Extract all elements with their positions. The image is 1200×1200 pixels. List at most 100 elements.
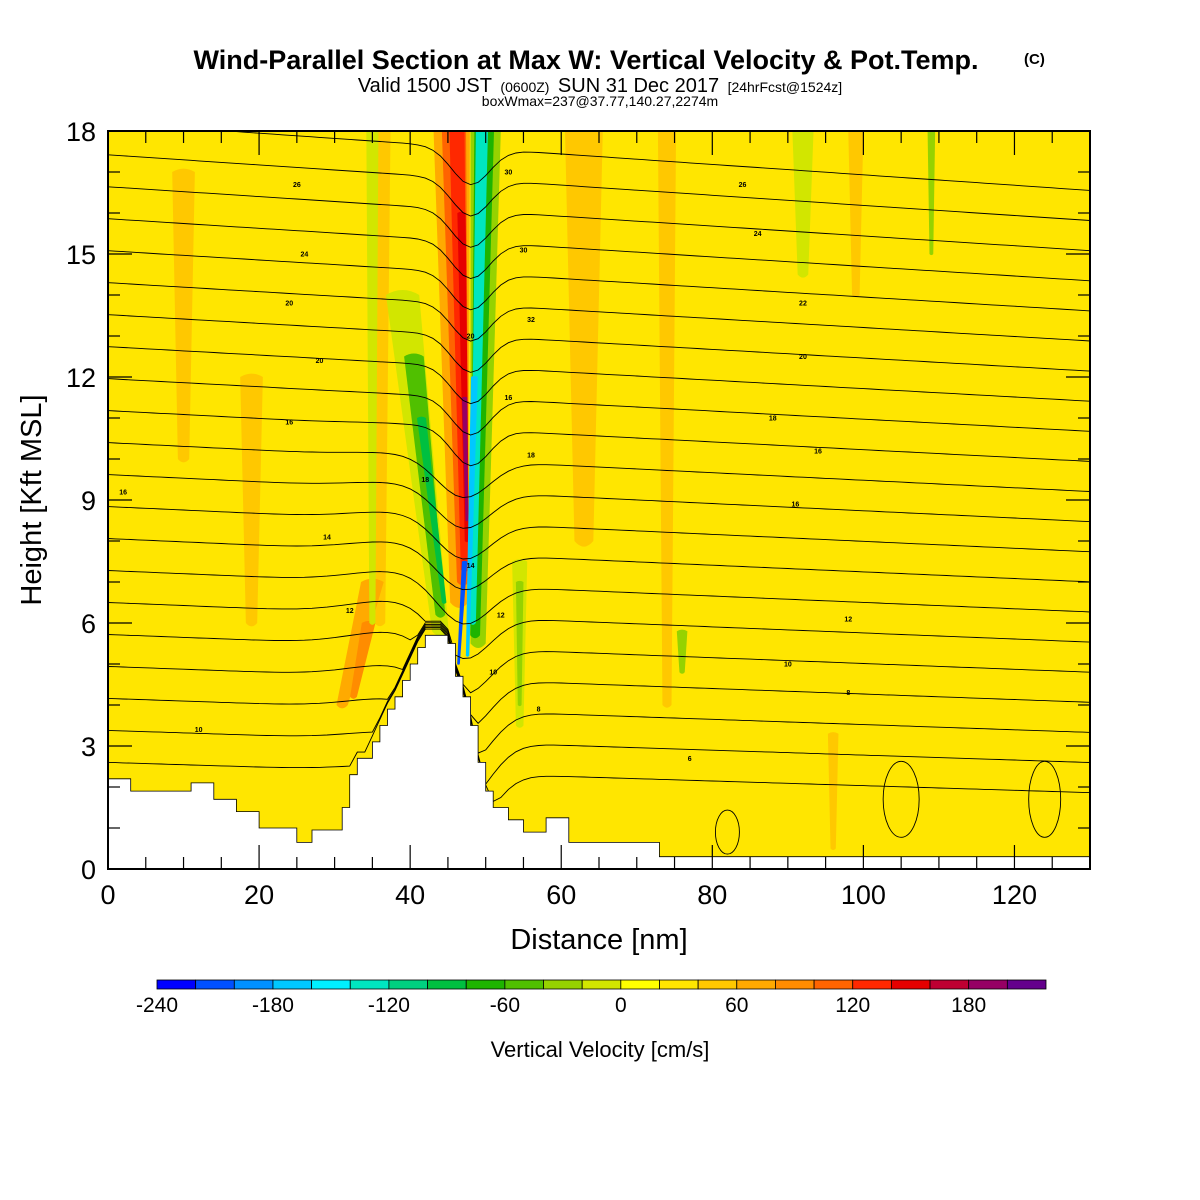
colorbar xyxy=(156,979,1047,990)
colorbar-swatch xyxy=(890,979,931,990)
theta-loop-1 xyxy=(1028,760,1062,838)
theta-label: 18 xyxy=(421,477,429,484)
theta-label: 10 xyxy=(784,662,792,669)
colorbar-tick-label: -180 xyxy=(252,994,294,1017)
updraft-peak xyxy=(461,396,469,522)
colorbar-tick-labels: -240 -180 -120 -60 0 60 120 180 xyxy=(136,994,986,1017)
colorbar-swatch xyxy=(272,979,313,990)
theta-label: 16 xyxy=(285,420,293,427)
plot-area: 26 24 20 20 16 16 14 12 10 26 24 22 20 18 16 16 12 10 8 30 3… xyxy=(108,131,1090,869)
theta-contour-13 xyxy=(108,346,1090,405)
updraft-band-19 xyxy=(240,373,263,627)
x-tick-label: 100 xyxy=(841,880,886,910)
colorbar-swatch xyxy=(543,979,583,990)
x-tick-labels: 0 20 40 60 80 100 120 xyxy=(100,880,1037,910)
box-wmax-info: boxWmax=237@37.77,140.27,2274m xyxy=(482,93,718,109)
colorbar-swatch xyxy=(736,979,776,990)
theta-contour-15 xyxy=(108,282,1090,342)
colorbar-swatch xyxy=(156,979,197,990)
theta-contour-16 xyxy=(108,250,1090,312)
updraft-band-10 xyxy=(172,168,195,463)
y-tick-label: 0 xyxy=(81,855,96,885)
x-tick-label: 60 xyxy=(546,880,576,910)
colorbar-swatch xyxy=(775,979,815,990)
colorbar-tick-label: 180 xyxy=(951,994,986,1017)
theta-label: 14 xyxy=(323,534,331,541)
theta-contour-3 xyxy=(108,623,1090,724)
copyright-mark: (C) xyxy=(1024,51,1045,68)
theta-contour-7 xyxy=(108,538,1090,591)
colorbar-swatch xyxy=(504,979,544,990)
lee-updraft-core xyxy=(350,620,376,699)
theta-contour-19 xyxy=(108,154,1090,221)
theta-contour-20 xyxy=(220,131,1090,191)
x-tick-label: 0 xyxy=(100,880,115,910)
chart-title: Wind-Parallel Section at Max W: Vertical… xyxy=(194,45,979,75)
theta-label: 16 xyxy=(792,502,800,509)
theta-label: 16 xyxy=(814,448,822,455)
x-tick-label: 120 xyxy=(992,880,1037,910)
x-tick-label: 80 xyxy=(697,880,727,910)
downdraft-inner xyxy=(469,131,488,625)
colorbar-tick-label: 60 xyxy=(725,994,748,1017)
theta-contour-11 xyxy=(108,410,1090,467)
theta-loop-0 xyxy=(882,760,920,838)
y-tick-label: 9 xyxy=(81,486,96,516)
theta-label: 12 xyxy=(844,616,852,623)
updraft-band-96 xyxy=(827,732,839,851)
theta-contour-4 xyxy=(108,622,1090,694)
valid-time: Valid 1500 JST (0600Z) SUN 31 Dec 2017 [… xyxy=(358,75,842,97)
theta-contours xyxy=(108,131,1090,855)
y-tick-label: 15 xyxy=(66,240,96,270)
x-tick-label: 40 xyxy=(395,880,425,910)
theta-label: 18 xyxy=(527,452,535,459)
theta-label: 16 xyxy=(119,489,127,496)
theta-contour-2 xyxy=(108,625,1090,754)
theta-label: 18 xyxy=(769,416,777,423)
theta-contour-17 xyxy=(108,218,1090,282)
theta-contour-5 xyxy=(108,600,1090,659)
theta-label: 20 xyxy=(799,354,807,361)
theta-label: 30 xyxy=(504,170,512,177)
lee-downdraft-core xyxy=(515,580,524,707)
y-axis-label: Height [Kft MSL] xyxy=(16,394,48,605)
theta-label: 10 xyxy=(489,670,497,677)
theta-label: 20 xyxy=(467,334,475,341)
downdraft-peak xyxy=(457,560,468,665)
theta-label: 32 xyxy=(527,317,535,324)
colorbar-swatch xyxy=(852,979,892,990)
terrain xyxy=(108,634,1090,869)
colorbar-swatch xyxy=(929,979,970,990)
theta-label: 12 xyxy=(346,608,354,615)
y-tick-labels: 0 3 6 9 12 15 18 xyxy=(66,117,96,885)
axis-ticks xyxy=(107,130,1091,870)
theta-label: 12 xyxy=(497,612,505,619)
theta-label: 26 xyxy=(293,182,301,189)
colorbar-swatch xyxy=(968,979,1008,990)
colorbar-tick-label: -60 xyxy=(490,994,520,1017)
x-tick-label: 20 xyxy=(244,880,274,910)
theta-loop-2 xyxy=(714,809,740,855)
theta-label: 24 xyxy=(301,252,309,259)
colorbar-swatch xyxy=(1006,979,1047,990)
x-axis-label: Distance [nm] xyxy=(510,924,687,956)
theta-contour-18 xyxy=(108,186,1090,252)
colorbar-swatch xyxy=(195,979,235,990)
theta-contour-0 xyxy=(108,628,1090,803)
theta-contour-labels: 26 24 20 20 16 16 14 12 10 26 24 22 20 18 16 16 12 10 8 30 3… xyxy=(119,170,852,763)
theta-label: 16 xyxy=(504,395,512,402)
downdraft-core xyxy=(465,375,478,657)
colorbar-swatch xyxy=(349,979,390,990)
colorbar-swatch xyxy=(581,979,622,990)
theta-label: 22 xyxy=(799,301,807,308)
y-tick-label: 3 xyxy=(81,732,96,762)
colorbar-swatch xyxy=(388,979,428,990)
theta-contour-9 xyxy=(108,474,1090,529)
colorbar-tick-label: 0 xyxy=(615,994,627,1017)
y-tick-label: 12 xyxy=(66,363,96,393)
theta-contour-10 xyxy=(108,442,1090,499)
colorbar-swatch xyxy=(697,979,738,990)
theta-label: 30 xyxy=(520,247,528,254)
weak-downdraft-band xyxy=(366,131,379,625)
theta-contour-6 xyxy=(108,570,1090,625)
